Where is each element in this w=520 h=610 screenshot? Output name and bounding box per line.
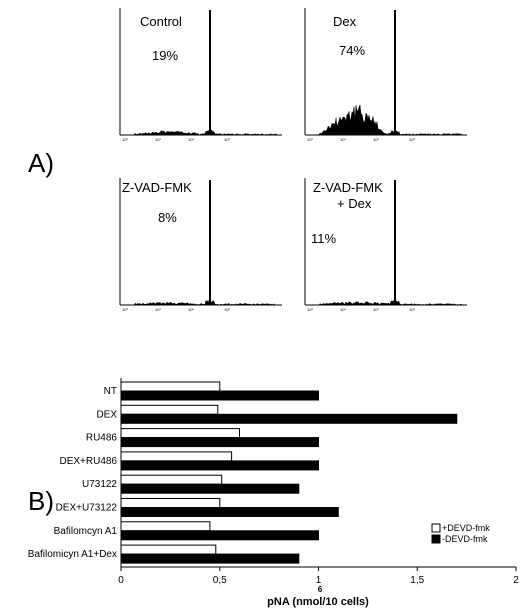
legend-swatch-plus bbox=[431, 523, 441, 533]
bar-plus-devd bbox=[120, 451, 233, 462]
histogram-title: Control bbox=[140, 14, 182, 29]
histogram-tick-label: 10² bbox=[373, 307, 379, 312]
histogram-tick-label: 10¹ bbox=[155, 137, 161, 142]
x-tick-label: 1 bbox=[316, 575, 322, 586]
histogram-percent: 19% bbox=[152, 48, 178, 63]
bar-minus-devd bbox=[120, 437, 319, 448]
bar-minus-devd bbox=[120, 507, 339, 517]
bar-plus-devd bbox=[120, 474, 223, 485]
legend-label-minus: -DEVD-fmk bbox=[442, 534, 488, 544]
histogram-dex: Dex 74% 10⁰ 10¹ 10² 10³ bbox=[304, 8, 467, 142]
legend: +DEVD-fmk -DEVD-fmk bbox=[431, 523, 490, 544]
histogram-title-line2: + Dex bbox=[337, 196, 372, 211]
category-labels: NT DEX RU486 DEX+RU486 U73122 DEX+U73122 Bafil… bbox=[28, 386, 118, 560]
panel-b-label: B) bbox=[28, 486, 54, 516]
histogram-tick-label: 10³ bbox=[409, 137, 415, 142]
histogram-zvad: Z-VAD-FMK 8% 10⁰ 10¹ 10² 10³ bbox=[119, 178, 282, 312]
category-label: Bafilomcyn A1 bbox=[54, 526, 118, 537]
bar-plus-devd bbox=[120, 428, 240, 439]
panel-a-label: A) bbox=[28, 148, 54, 178]
histogram-tick-label: 10³ bbox=[224, 307, 230, 312]
histogram-tick-label: 10¹ bbox=[340, 137, 346, 142]
legend-swatch-minus bbox=[431, 534, 441, 544]
x-tick-label: 0,5 bbox=[213, 575, 227, 586]
histogram-percent: 74% bbox=[339, 43, 365, 58]
histogram-tick-label: 10¹ bbox=[155, 307, 161, 312]
histogram-tick-label: 10³ bbox=[409, 307, 415, 312]
bar-plus-devd bbox=[120, 498, 221, 508]
histogram-tick-label: 10² bbox=[373, 137, 379, 142]
bar-plus-devd bbox=[120, 521, 211, 532]
histogram-profile bbox=[120, 129, 282, 136]
category-label: U73122 bbox=[82, 479, 117, 490]
legend-label-plus: +DEVD-fmk bbox=[442, 523, 490, 533]
bar-plus-devd bbox=[120, 544, 217, 555]
histogram-tick-label: 10³ bbox=[224, 137, 230, 142]
bar-minus-devd bbox=[120, 483, 300, 494]
x-tick-label: 1,5 bbox=[410, 575, 424, 586]
bars bbox=[120, 381, 458, 564]
histogram-percent: 8% bbox=[158, 210, 177, 225]
bar-plus-devd bbox=[120, 404, 219, 415]
histogram-tick-label: 10² bbox=[188, 137, 194, 142]
category-label: DEX+U73122 bbox=[56, 503, 118, 514]
x-axis-title: pNA (nmol/10 cells) bbox=[267, 596, 369, 608]
bar-minus-devd bbox=[120, 530, 319, 541]
histogram-tick-label: 10² bbox=[188, 307, 194, 312]
category-label: NT bbox=[104, 386, 117, 397]
bar-chart: NT DEX RU486 DEX+RU486 U73122 DEX+U73122 Bafil… bbox=[28, 378, 519, 608]
bar-minus-devd bbox=[120, 390, 319, 401]
bar-minus-devd bbox=[120, 553, 300, 564]
bar-plus-devd bbox=[120, 381, 221, 392]
category-label: Bafilomicyn A1+Dex bbox=[28, 549, 117, 560]
bar-minus-devd bbox=[120, 460, 319, 471]
histogram-tick-label: 10⁰ bbox=[307, 307, 313, 312]
histogram-tick-label: 10⁰ bbox=[307, 137, 313, 142]
x-tick-label: 0 bbox=[118, 575, 124, 586]
histogram-title: Z-VAD-FMK bbox=[313, 180, 383, 195]
x-tick-label: 2 bbox=[513, 575, 519, 586]
histogram-tick-label: 10⁰ bbox=[122, 307, 128, 312]
category-label: DEX+RU486 bbox=[59, 456, 117, 467]
histogram-zvad-dex: Z-VAD-FMK + Dex 11% 10⁰ 10¹ 10² 10³ bbox=[304, 178, 467, 312]
category-label: DEX bbox=[96, 409, 117, 420]
histogram-percent: 11% bbox=[311, 231, 336, 246]
bar-minus-devd bbox=[120, 413, 458, 424]
histogram-title: Dex bbox=[333, 14, 357, 29]
histogram-profile bbox=[305, 104, 467, 136]
histogram-profile bbox=[120, 299, 282, 306]
histogram-tick-label: 10¹ bbox=[340, 307, 346, 312]
category-label: RU486 bbox=[86, 433, 118, 444]
histogram-tick-label: 10⁰ bbox=[122, 137, 128, 142]
x-axis-title-exponent: 6 bbox=[318, 585, 323, 594]
histogram-title: Z-VAD-FMK bbox=[122, 180, 192, 195]
x-ticks: 0 0,5 1 1,5 2 bbox=[118, 567, 519, 586]
histogram-control: Control 19% 10⁰ 10¹ 10² 10³ bbox=[119, 8, 282, 142]
histogram-profile bbox=[305, 299, 467, 306]
